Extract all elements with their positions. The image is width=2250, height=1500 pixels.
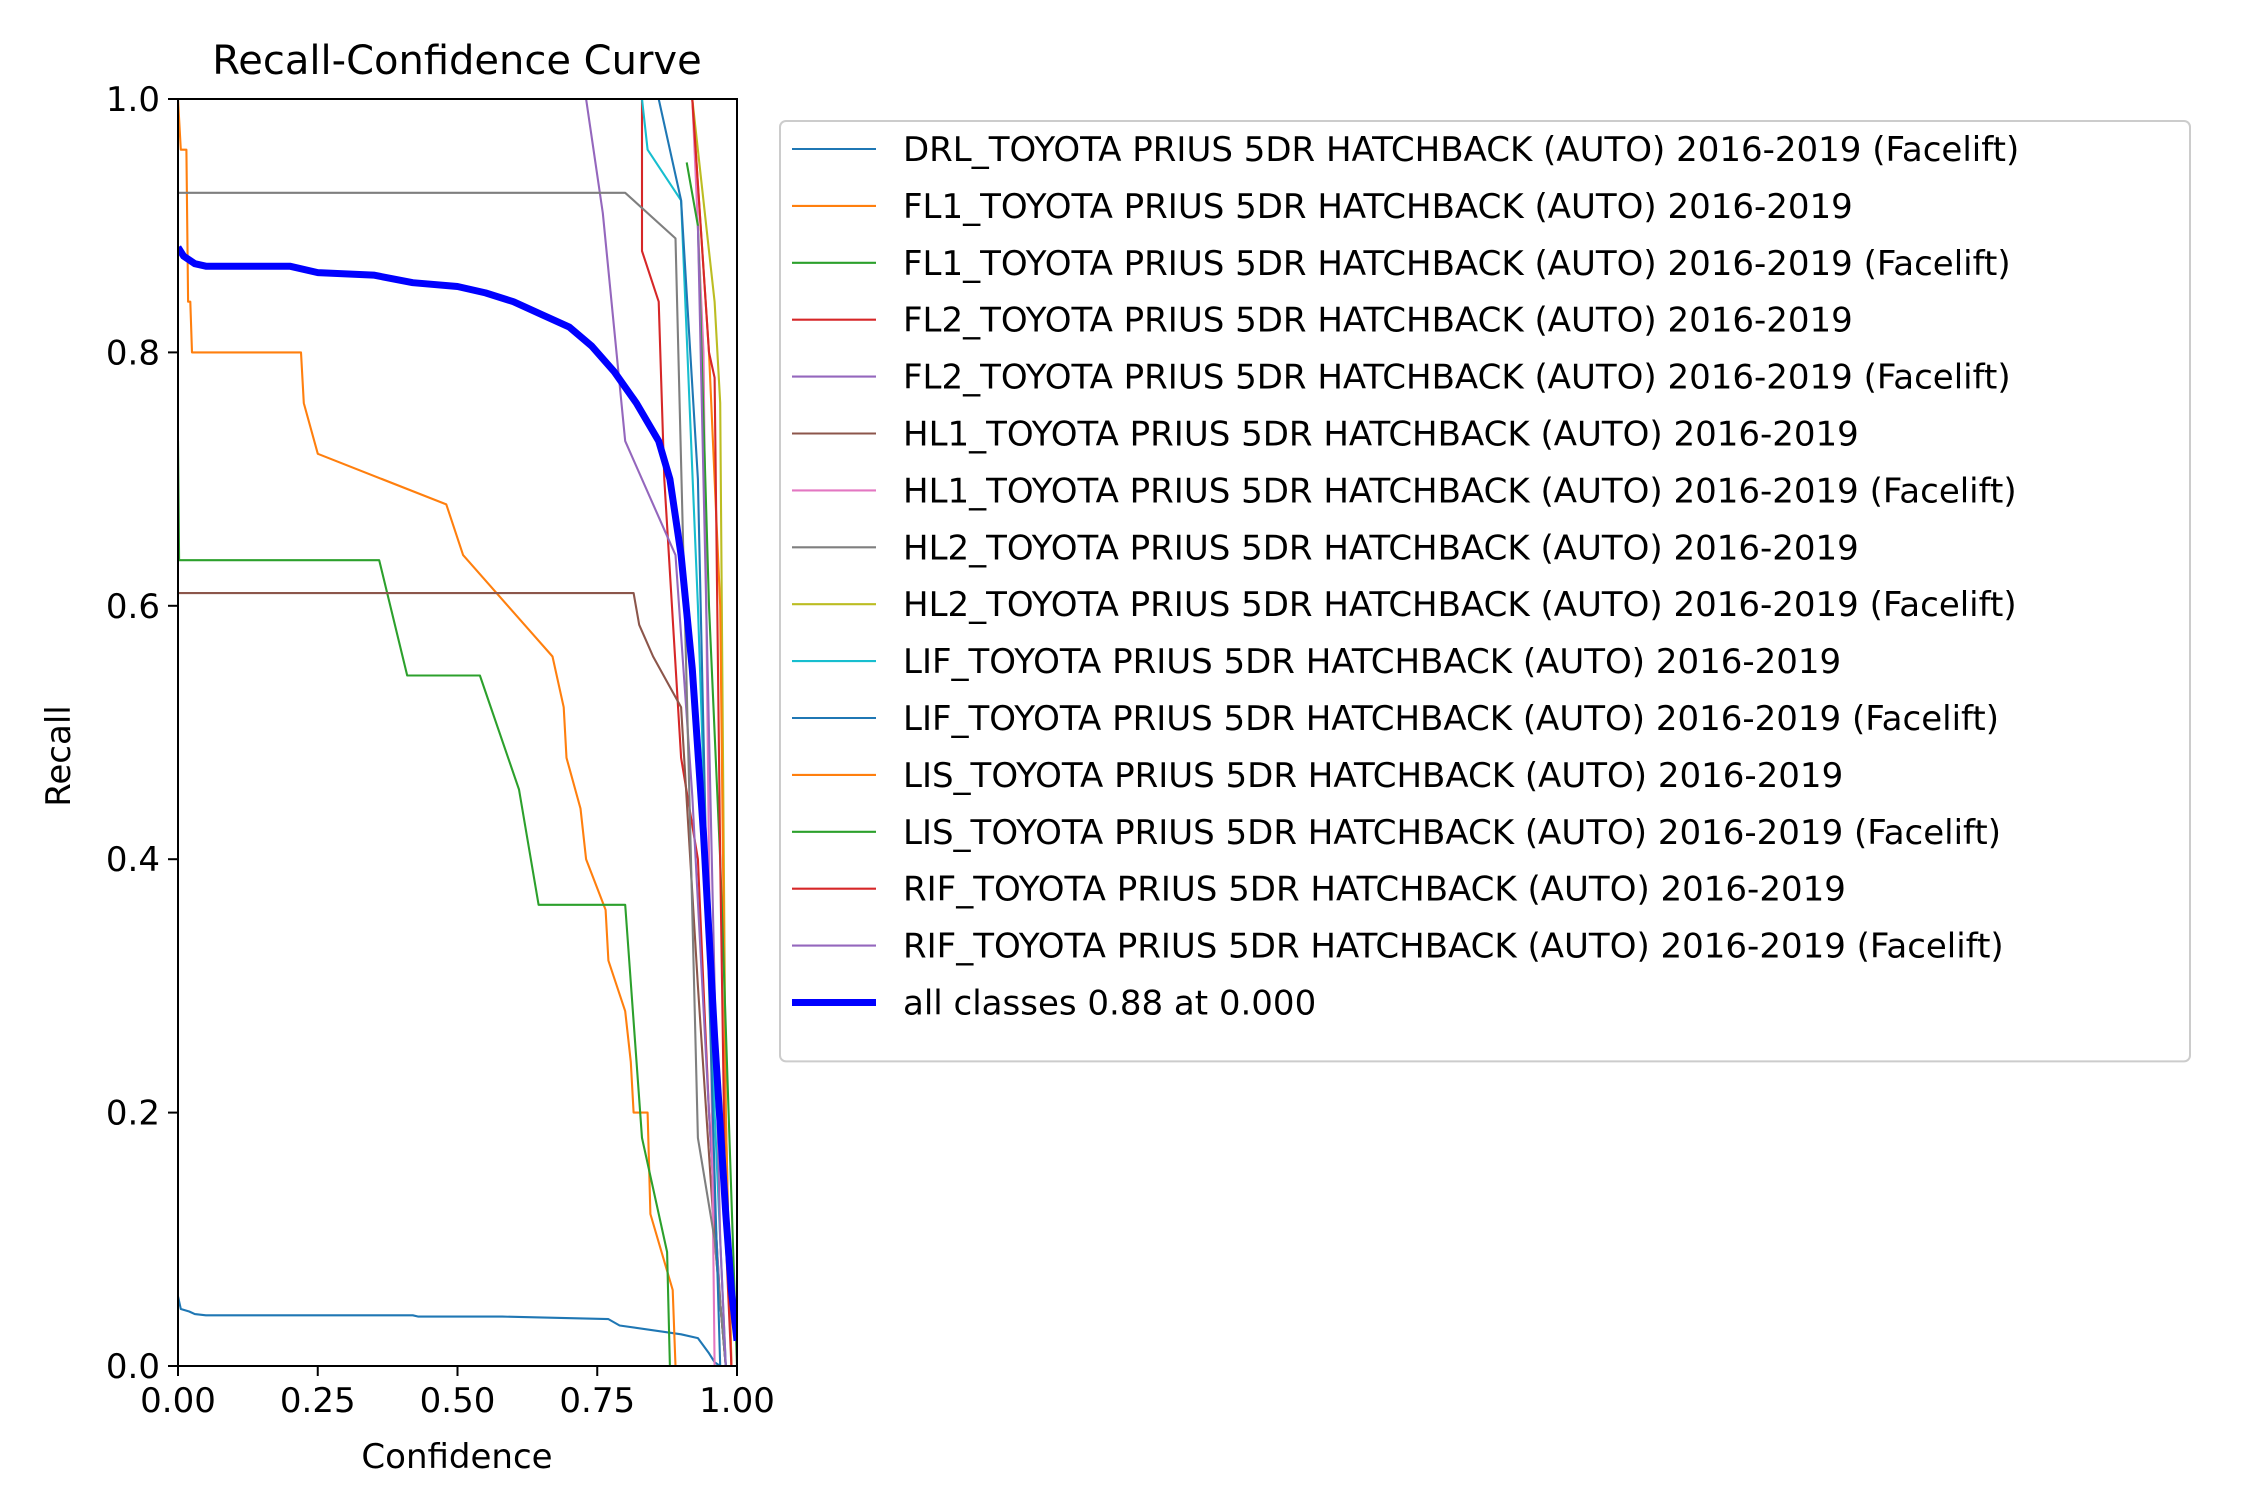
series-line-10 xyxy=(640,99,727,1366)
y-tick-label: 0.8 xyxy=(106,333,160,373)
x-tick-label: 0.75 xyxy=(559,1381,635,1421)
x-tick-label: 1.00 xyxy=(699,1381,775,1421)
y-tick-label: 1.0 xyxy=(106,80,160,120)
series-line-1 xyxy=(178,1296,721,1366)
legend-entry: LIF_TOYOTA PRIUS 5DR HATCHBACK (AUTO) 20… xyxy=(903,699,1999,739)
series-line-2 xyxy=(178,99,677,1366)
legend-entry: DRL_TOYOTA PRIUS 5DR HATCHBACK (AUTO) 20… xyxy=(903,130,2019,170)
legend-entry: HL1_TOYOTA PRIUS 5DR HATCHBACK (AUTO) 20… xyxy=(903,415,1859,455)
x-tick-label: 0.00 xyxy=(140,1381,216,1421)
legend-entry: LIF_TOYOTA PRIUS 5DR HATCHBACK (AUTO) 20… xyxy=(903,642,1841,682)
legend-entry: RIF_TOYOTA PRIUS 5DR HATCHBACK (AUTO) 20… xyxy=(903,927,2004,967)
y-tick-label: 0.2 xyxy=(106,1094,160,1134)
axis-ticks: 0.00 0.25 0.50 0.75 1.00 0.0 0.2 0.4 0.6 0.8 1.0 xyxy=(106,80,775,1421)
series-line-6 xyxy=(178,592,727,1366)
legend-entry: LIS_TOYOTA PRIUS 5DR HATCHBACK (AUTO) 20… xyxy=(903,813,2001,853)
y-tick-label: 0.0 xyxy=(106,1347,160,1387)
y-axis-label: Recall xyxy=(39,705,79,806)
legend-entry: HL2_TOYOTA PRIUS 5DR HATCHBACK (AUTO) 20… xyxy=(903,528,1859,568)
legend-box xyxy=(779,120,2191,1063)
legend-entry: HL2_TOYOTA PRIUS 5DR HATCHBACK (AUTO) 20… xyxy=(903,585,2017,625)
series-line-13 xyxy=(685,162,737,1366)
legend-entry: FL2_TOYOTA PRIUS 5DR HATCHBACK (AUTO) 20… xyxy=(903,358,2011,398)
legend-entry: HL1_TOYOTA PRIUS 5DR HATCHBACK (AUTO) 20… xyxy=(903,471,2017,511)
legend: DRL_TOYOTA PRIUS 5DR HATCHBACK (AUTO) 20… xyxy=(779,120,2191,1063)
series-line-11 xyxy=(657,99,722,1366)
series-line-3 xyxy=(178,441,671,1366)
legend-entry: LIS_TOYOTA PRIUS 5DR HATCHBACK (AUTO) 20… xyxy=(903,756,1843,796)
legend-entry: FL2_TOYOTA PRIUS 5DR HATCHBACK (AUTO) 20… xyxy=(903,301,1853,341)
legend-entry: all classes 0.88 at 0.000 xyxy=(903,984,1316,1024)
x-tick-label: 0.50 xyxy=(420,1381,496,1421)
plot-area xyxy=(177,98,738,1367)
x-tick-label: 0.25 xyxy=(280,1381,356,1421)
legend-entry: RIF_TOYOTA PRIUS 5DR HATCHBACK (AUTO) 20… xyxy=(903,870,1846,910)
chart-title: Recall-Confidence Curve xyxy=(212,38,701,84)
y-tick-label: 0.6 xyxy=(106,587,160,627)
series-line-16 xyxy=(178,245,737,1342)
x-axis-label: Confidence xyxy=(361,1437,552,1477)
legend-entry: FL1_TOYOTA PRIUS 5DR HATCHBACK (AUTO) 20… xyxy=(903,187,1853,227)
legend-entry: FL1_TOYOTA PRIUS 5DR HATCHBACK (AUTO) 20… xyxy=(903,244,2011,284)
y-tick-label: 0.4 xyxy=(106,840,160,880)
series-line-8 xyxy=(178,191,727,1366)
